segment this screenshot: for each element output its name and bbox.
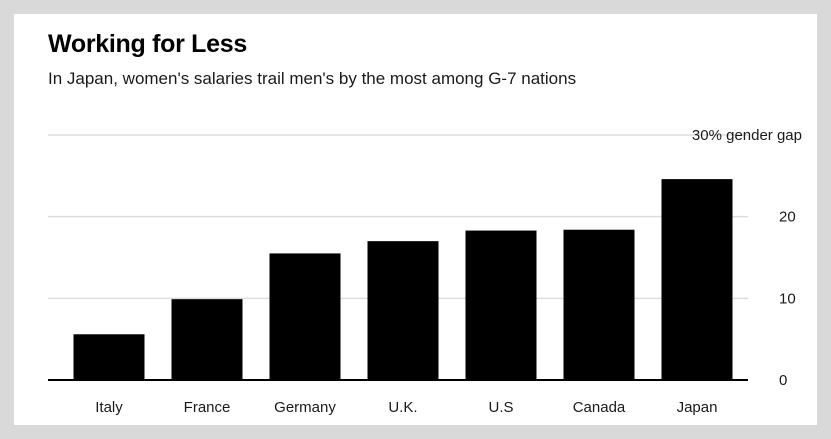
x-category-label: Japan (677, 399, 718, 416)
x-category-label: Italy (95, 399, 123, 416)
x-category-label: Germany (274, 399, 336, 416)
chart-subtitle: In Japan, women's salaries trail men's b… (48, 69, 577, 88)
y-axis-top-label: 30% gender gap (692, 127, 802, 144)
bars (73, 179, 733, 380)
x-category-label: Canada (573, 399, 626, 416)
labels: 0 10 20 30% gender gap Italy France Germany U.K… (95, 127, 802, 416)
bar-france (171, 299, 243, 380)
bar-chart: 0 10 20 30% gender gap Italy France Germany U.K… (48, 127, 802, 416)
bar-italy (73, 334, 145, 380)
bar-germany (269, 253, 341, 380)
y-tick-label: 10 (779, 290, 796, 307)
y-tick-label: 20 (779, 209, 796, 226)
y-tick-label: 0 (779, 372, 787, 389)
bar-japan (661, 179, 733, 380)
bar-u-k (367, 241, 439, 380)
bar-canada (563, 229, 635, 380)
chart-card: Working for Less In Japan, women's salar… (14, 14, 817, 425)
x-category-label: U.S (488, 399, 513, 416)
chart-title: Working for Less (48, 30, 247, 58)
bar-u-s (465, 230, 537, 380)
x-category-label: U.K. (388, 399, 417, 416)
x-category-label: France (184, 399, 231, 416)
